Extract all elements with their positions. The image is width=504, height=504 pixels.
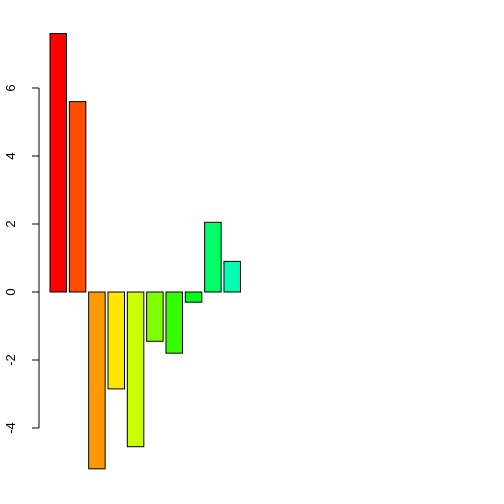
bar [204,221,222,293]
y-tick-label: 0 [3,288,18,295]
bar [49,33,67,293]
y-tick-label: 4 [3,152,18,159]
bar [107,291,125,390]
bar [146,291,164,342]
y-tick-label: -2 [3,354,18,366]
bar [184,291,203,303]
bars [49,33,241,470]
y-tick-label: 6 [3,84,18,91]
bar [88,291,106,470]
y-tick-label: -4 [3,422,18,434]
y-tick-label: 2 [3,220,18,227]
y-axis: -4 -2 0 2 4 6 [3,84,40,434]
bar [165,291,183,354]
bar [223,260,241,293]
bar [126,291,145,448]
bar [68,101,87,293]
